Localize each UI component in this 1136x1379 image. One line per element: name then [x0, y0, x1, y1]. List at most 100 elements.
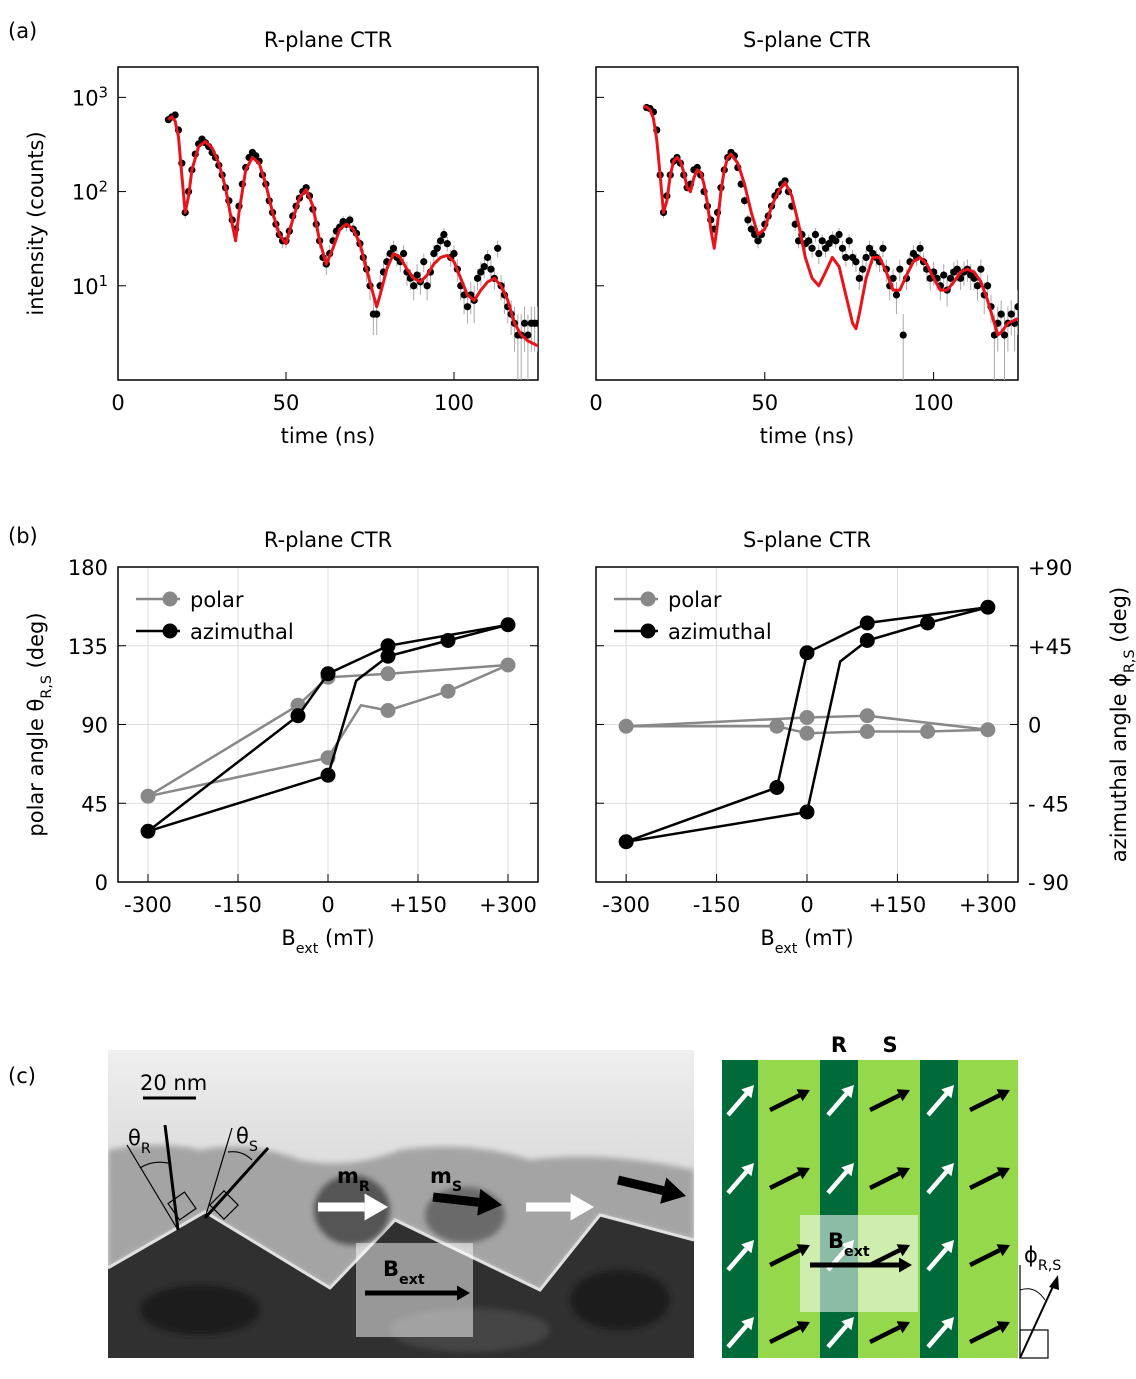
data-point: [940, 271, 948, 279]
arrow-shaft: [826, 1092, 849, 1117]
chart: S-plane CTR -300 -150 0 +150 +300 - 90 - 45 0 +45…: [595, 528, 1136, 957]
y2-tick-label: +45: [1028, 635, 1072, 659]
data-point: [618, 718, 634, 734]
theta-s-label-part: S: [249, 1139, 258, 1155]
x-tick-label: -150: [693, 893, 741, 917]
data-point: [842, 253, 850, 262]
arrow-shaft: [616, 1175, 665, 1196]
data-point: [290, 708, 306, 724]
panel-label: (b): [8, 524, 38, 548]
legend-label: azimuthal: [190, 620, 294, 644]
arrow-shaft: [826, 1170, 849, 1195]
y-tick-label: 180: [68, 556, 108, 580]
y-tick-label: 101: [72, 272, 108, 299]
y2-axis-label-part: azimuthal angle ϕ: [1107, 673, 1131, 862]
series-line: [147, 663, 509, 798]
chart: S-plane CTR 0 50 100 time (ns): [589, 28, 1019, 448]
data-point: [534, 319, 538, 327]
data-point: [1000, 331, 1009, 339]
arrow-shaft: [726, 1324, 749, 1349]
arrow-head: [941, 1317, 954, 1331]
m-s-label-part: m: [430, 1164, 452, 1188]
y-tick-label: 103: [72, 84, 108, 111]
x-tick-label: 0: [111, 391, 124, 415]
data-point: [835, 230, 843, 239]
legend-marker: [162, 591, 178, 607]
arrow-head: [796, 1321, 810, 1334]
arrow-shaft: [868, 1325, 901, 1345]
arrow-shaft: [968, 1093, 1001, 1113]
m-r-label-part: R: [359, 1179, 370, 1195]
arrow-head: [841, 1317, 854, 1331]
data-point: [450, 249, 458, 258]
theta-s-label: θS: [236, 1124, 258, 1155]
arrow-shaft: [926, 1170, 949, 1195]
legend-marker: [640, 623, 656, 639]
arrow-head: [996, 1167, 1010, 1180]
m-s-label-part: S: [452, 1179, 462, 1195]
data-point: [889, 274, 897, 282]
arrow-shaft: [868, 1093, 901, 1113]
data-point: [997, 310, 1005, 318]
series-line: [625, 606, 989, 844]
plot-frame: [595, 566, 1019, 883]
panel-label: (a): [8, 19, 37, 43]
arrow-shaft: [768, 1093, 801, 1113]
data-point: [862, 253, 870, 262]
data-point: [413, 271, 421, 279]
chart: R-plane CTR -300 -150 0 +150 +300 0 45 90 135 180 B…: [24, 528, 539, 957]
data-point: [473, 274, 482, 282]
data-point: [484, 253, 492, 262]
data-point: [380, 638, 396, 654]
x-axis-label-part: ext: [775, 941, 798, 957]
x-tick-label: 0: [800, 893, 813, 917]
data-point: [1007, 310, 1015, 318]
data-point: [920, 615, 936, 631]
plot-data: [643, 103, 1018, 380]
data-point: [973, 282, 982, 290]
data-point: [140, 788, 156, 804]
x-axis-label: time (ns): [281, 424, 376, 448]
legend-marker: [162, 623, 178, 639]
data-point: [818, 237, 826, 245]
arrow-head: [841, 1163, 854, 1177]
data-point: [436, 237, 445, 245]
x-axis-label-part: ext: [296, 941, 319, 957]
b-ext-label-part: ext: [399, 1272, 425, 1288]
data-point: [463, 303, 472, 311]
plot-frame: [595, 66, 1019, 381]
chart-title: S-plane CTR: [743, 528, 871, 552]
y-tick-exponent: 3: [99, 84, 108, 101]
y-tick-label: 135: [68, 635, 108, 659]
b-ext-label: Bext: [383, 1257, 425, 1288]
legend-label: polar: [668, 588, 722, 612]
b-ext-label-part: ext: [844, 1244, 870, 1260]
theta-r-label-part: θ: [128, 1126, 141, 1150]
data-point: [380, 666, 396, 682]
x-tick-label: 0: [589, 391, 602, 415]
arrow-head: [996, 1089, 1010, 1102]
data-point: [811, 230, 820, 239]
x-tick-label: -150: [214, 893, 262, 917]
data-point: [916, 244, 924, 252]
data-point: [832, 237, 840, 245]
data-point: [320, 767, 336, 783]
b-ext-label-part: B: [383, 1257, 399, 1281]
data-point: [302, 184, 310, 192]
plot-frame: [117, 66, 539, 381]
y-axis-label-part: R,S: [39, 675, 55, 699]
y-tick-label: 45: [81, 792, 108, 816]
arrow-shaft: [968, 1171, 1001, 1191]
data-point: [977, 265, 985, 273]
arrow-shaft: [726, 1170, 749, 1195]
data-point: [410, 282, 418, 290]
data-point: [433, 244, 441, 252]
y2-axis-label-part: R,S: [1122, 649, 1136, 673]
b-ext-label-part: B: [828, 1229, 844, 1253]
data-point: [920, 724, 936, 739]
phi-label-part: ϕ: [1024, 1243, 1038, 1267]
x-tick-label: 0: [321, 893, 334, 917]
data-point: [500, 657, 516, 673]
chart-title: S-plane CTR: [743, 28, 871, 52]
arrow-head: [796, 1167, 810, 1180]
